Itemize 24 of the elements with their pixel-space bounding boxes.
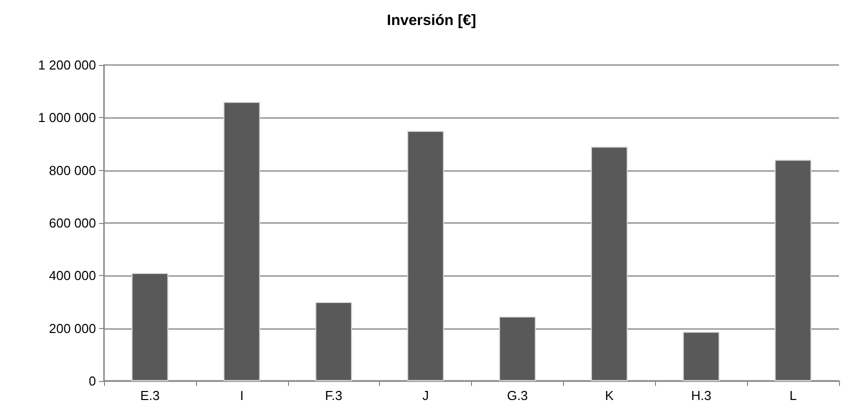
x-tick-label: H.3 [691, 388, 712, 403]
y-tick-label: 1 200 000 [38, 58, 96, 72]
x-tick-label: F.3 [325, 388, 342, 403]
y-tick-label: 400 000 [49, 268, 96, 284]
y-tick-label: 200 000 [49, 320, 96, 336]
chart-title: Inversión [€] [386, 12, 476, 29]
bar [590, 146, 628, 381]
bar [407, 130, 444, 381]
y-tick-label: 0 [88, 374, 96, 388]
bar [499, 316, 536, 381]
x-tick-label: J [422, 388, 429, 403]
y-tick-label: 1 000 000 [38, 110, 96, 126]
bar [132, 273, 168, 381]
x-tick-label: G.3 [506, 388, 528, 403]
bar [682, 332, 720, 381]
bar [223, 102, 260, 381]
bar [315, 302, 352, 381]
x-tick-label: E.3 [140, 388, 160, 403]
x-tick-label: K [604, 388, 614, 403]
y-tick-label: 800 000 [49, 162, 96, 178]
y-tick-label: 600 000 [49, 216, 96, 230]
x-tick-label: I [240, 388, 244, 403]
x-tick-label: L [789, 388, 797, 403]
bar [774, 160, 812, 381]
